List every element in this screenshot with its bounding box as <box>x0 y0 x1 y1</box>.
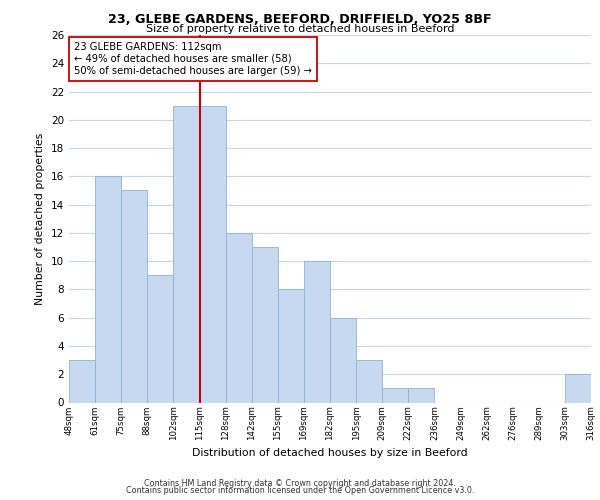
Bar <box>409 388 434 402</box>
Bar <box>330 318 356 402</box>
Bar <box>199 106 226 403</box>
Bar <box>226 233 252 402</box>
Bar <box>278 290 304 403</box>
Y-axis label: Number of detached properties: Number of detached properties <box>35 132 46 305</box>
Bar <box>382 388 409 402</box>
Bar <box>69 360 95 403</box>
Text: 23 GLEBE GARDENS: 112sqm
← 49% of detached houses are smaller (58)
50% of semi-d: 23 GLEBE GARDENS: 112sqm ← 49% of detach… <box>74 42 312 76</box>
Bar <box>356 360 382 403</box>
Text: 23, GLEBE GARDENS, BEEFORD, DRIFFIELD, YO25 8BF: 23, GLEBE GARDENS, BEEFORD, DRIFFIELD, Y… <box>108 13 492 26</box>
Bar <box>148 276 173 402</box>
Bar <box>95 176 121 402</box>
Bar <box>304 261 330 402</box>
Bar <box>252 247 278 402</box>
Text: Contains public sector information licensed under the Open Government Licence v3: Contains public sector information licen… <box>126 486 474 495</box>
Bar <box>565 374 591 402</box>
Bar <box>121 190 148 402</box>
Bar <box>173 106 199 403</box>
Text: Contains HM Land Registry data © Crown copyright and database right 2024.: Contains HM Land Registry data © Crown c… <box>144 478 456 488</box>
Text: Size of property relative to detached houses in Beeford: Size of property relative to detached ho… <box>146 24 454 34</box>
X-axis label: Distribution of detached houses by size in Beeford: Distribution of detached houses by size … <box>192 448 468 458</box>
